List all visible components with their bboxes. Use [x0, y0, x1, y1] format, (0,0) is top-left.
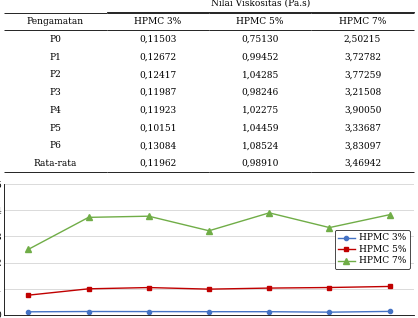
Line: HPMC 3%: HPMC 3%: [26, 309, 392, 314]
HPMC 3%: [206, 310, 212, 314]
HPMC 5%: [327, 286, 332, 289]
HPMC 3%: [26, 310, 31, 314]
Line: HPMC 7%: HPMC 7%: [25, 210, 393, 252]
HPMC 7%: [26, 247, 31, 251]
HPMC 5%: [387, 285, 392, 288]
HPMC 3%: [267, 310, 272, 314]
HPMC 3%: [387, 309, 392, 313]
HPMC 7%: [327, 226, 332, 230]
HPMC 5%: [267, 286, 272, 290]
HPMC 5%: [26, 293, 31, 297]
HPMC 7%: [267, 211, 272, 215]
HPMC 7%: [206, 229, 212, 233]
HPMC 3%: [146, 310, 151, 314]
HPMC 3%: [327, 310, 332, 314]
Legend: HPMC 3%, HPMC 5%, HPMC 7%: HPMC 3%, HPMC 5%, HPMC 7%: [335, 230, 410, 269]
HPMC 7%: [146, 214, 151, 218]
HPMC 7%: [86, 216, 91, 219]
HPMC 5%: [146, 286, 151, 289]
HPMC 7%: [387, 213, 392, 217]
HPMC 5%: [206, 287, 212, 291]
HPMC 3%: [86, 310, 91, 314]
Line: HPMC 5%: HPMC 5%: [26, 284, 392, 297]
Text: Nilai Viskositas (Pa.s): Nilai Viskositas (Pa.s): [211, 0, 310, 7]
HPMC 5%: [86, 287, 91, 291]
